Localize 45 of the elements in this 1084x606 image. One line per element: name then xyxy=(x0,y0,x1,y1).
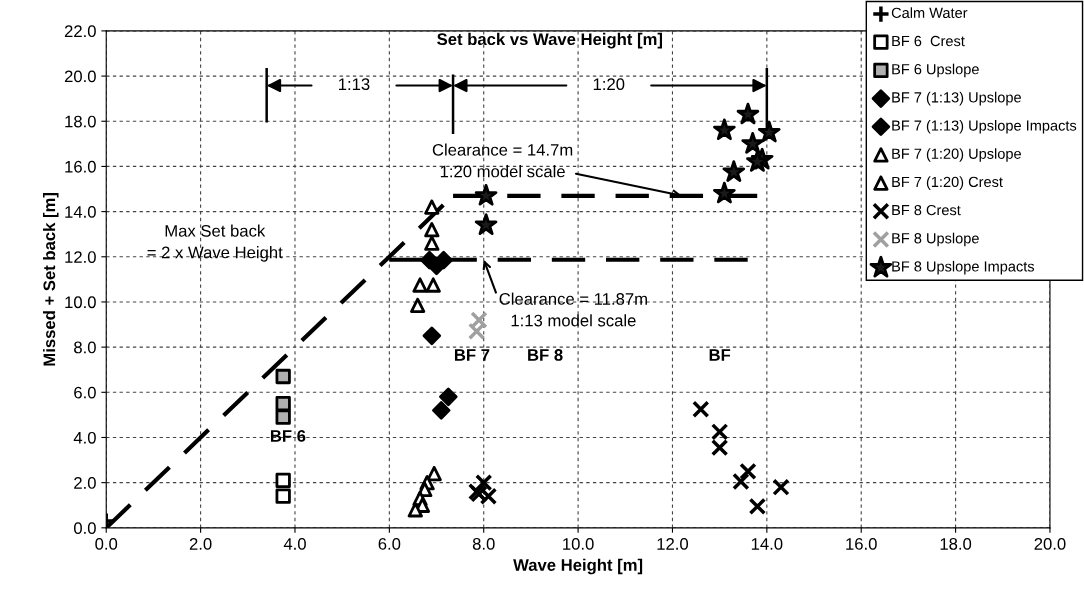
legend-label: BF 8 Upslope xyxy=(892,232,979,247)
annotation: BF 7 xyxy=(454,349,490,361)
x-tick-label: 6.0 xyxy=(378,537,401,550)
y-tick-label: 6.0 xyxy=(74,386,96,399)
legend-label: BF 6 Crest xyxy=(892,35,965,47)
x-tick-label: 12.0 xyxy=(657,537,689,550)
chart-title: Set back vs Wave Height [m] xyxy=(437,32,662,49)
legend-label: BF 8 Crest xyxy=(892,204,961,216)
y-tick-label: 10.0 xyxy=(65,296,96,309)
legend-label: BF 6 Upslope xyxy=(892,63,979,78)
x-tick-label: 0.0 xyxy=(95,537,118,550)
annotation: Clearance = 11.87m 1:13 model scale xyxy=(499,292,647,327)
y-tick-label: 8.0 xyxy=(74,341,96,354)
y-axis-title: Missed + Set back [m] xyxy=(42,193,59,366)
y-tick-label: 20.0 xyxy=(64,70,96,83)
x-tick-label: 16.0 xyxy=(846,537,877,550)
y-tick-label: 2.0 xyxy=(74,477,96,489)
annotation: BF xyxy=(709,349,731,361)
y-tick-label: 12.0 xyxy=(65,251,96,263)
x-tick-label: 14.0 xyxy=(751,537,783,550)
y-tick-label: 4.0 xyxy=(73,431,96,444)
y-tick-label: 18.0 xyxy=(65,115,96,128)
legend-label: BF 7 (1:20) Upslope xyxy=(892,148,1021,162)
x-tick-label: 10.0 xyxy=(563,537,594,550)
legend-label: BF 7 (1:13) Upslope Impacts xyxy=(892,120,1077,134)
annotation: Max Set back = 2 x Wave Height xyxy=(147,224,283,262)
x-axis-title: Wave Height [m] xyxy=(513,558,643,575)
x-tick-label: 4.0 xyxy=(283,537,306,550)
annotation: Clearance = 14.7m 1:20 model scale xyxy=(432,143,573,178)
x-tick-label: 20.0 xyxy=(1034,537,1066,550)
legend-label: BF 7 (1:20) Crest xyxy=(892,176,1003,190)
x-tick-label: 2.0 xyxy=(189,537,212,550)
x-tick-label: 18.0 xyxy=(940,537,972,550)
annotation: BF 8 xyxy=(528,349,563,361)
y-tick-label: 16.0 xyxy=(65,160,96,173)
legend-label: BF 7 (1:13) Upslope xyxy=(892,91,1021,106)
annotation: 1:20 xyxy=(593,78,625,91)
x-tick-label: 8.0 xyxy=(472,537,495,550)
y-tick-label: 22.0 xyxy=(64,25,96,38)
y-tick-label: 0.0 xyxy=(73,522,96,535)
legend-label: Calm Water xyxy=(891,7,968,18)
annotation: 1:13 xyxy=(339,78,370,91)
legend-label: BF 8 Upslope Impacts xyxy=(892,260,1035,275)
y-tick-label: 14.0 xyxy=(65,206,96,218)
annotation: BF 6 xyxy=(270,430,306,442)
